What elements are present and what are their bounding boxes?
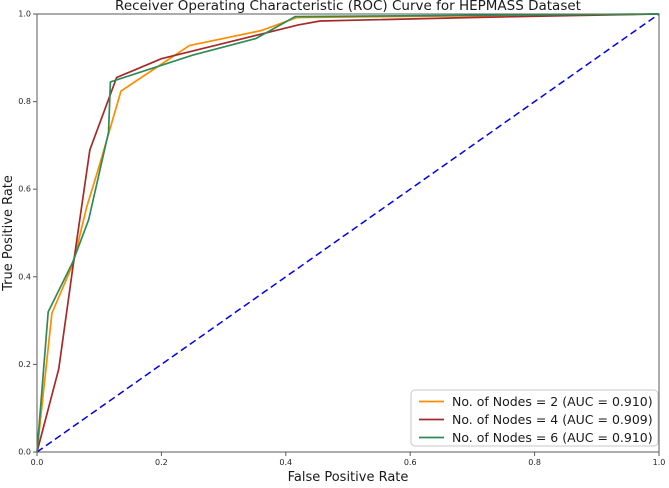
x-tick-label: 0.0 — [31, 458, 44, 467]
x-axis-ticks: 0.0 0.2 0.4 0.6 0.8 1.0 — [31, 452, 666, 467]
x-tick-label: 0.4 — [279, 458, 292, 467]
x-axis-label: False Positive Rate — [288, 470, 409, 485]
legend-box — [410, 389, 659, 447]
y-tick-label: 0.2 — [18, 360, 31, 369]
legend-label-nodes-2: No. of Nodes = 2 (AUC = 0.910) — [452, 394, 653, 409]
x-tick-label: 1.0 — [653, 458, 666, 467]
legend-label-nodes-6: No. of Nodes = 6 (AUC = 0.910) — [452, 430, 653, 445]
chart-title: Receiver Operating Characteristic (ROC) … — [115, 0, 581, 14]
y-axis-ticks: 0.0 0.2 0.4 0.6 0.8 1.0 — [18, 10, 37, 457]
y-tick-label: 0.0 — [18, 448, 31, 457]
plot-area-border — [36, 13, 660, 453]
roc-curves — [36, 13, 660, 453]
x-tick-label: 0.8 — [528, 458, 541, 467]
x-tick-label: 0.2 — [155, 458, 168, 467]
roc-curve-nodes-6 — [36, 13, 660, 453]
x-tick-label: 0.6 — [404, 458, 417, 467]
y-tick-label: 0.4 — [18, 272, 31, 281]
legend: No. of Nodes = 2 (AUC = 0.910) No. of Nod… — [410, 389, 659, 447]
y-tick-label: 0.8 — [18, 97, 31, 106]
y-tick-label: 1.0 — [18, 10, 31, 19]
y-tick-label: 0.6 — [18, 185, 31, 194]
y-axis-label: True Positive Rate — [1, 175, 16, 292]
legend-label-nodes-4: No. of Nodes = 4 (AUC = 0.909) — [452, 412, 653, 427]
chance-diagonal — [36, 13, 660, 453]
roc-curve-nodes-4 — [36, 13, 660, 453]
